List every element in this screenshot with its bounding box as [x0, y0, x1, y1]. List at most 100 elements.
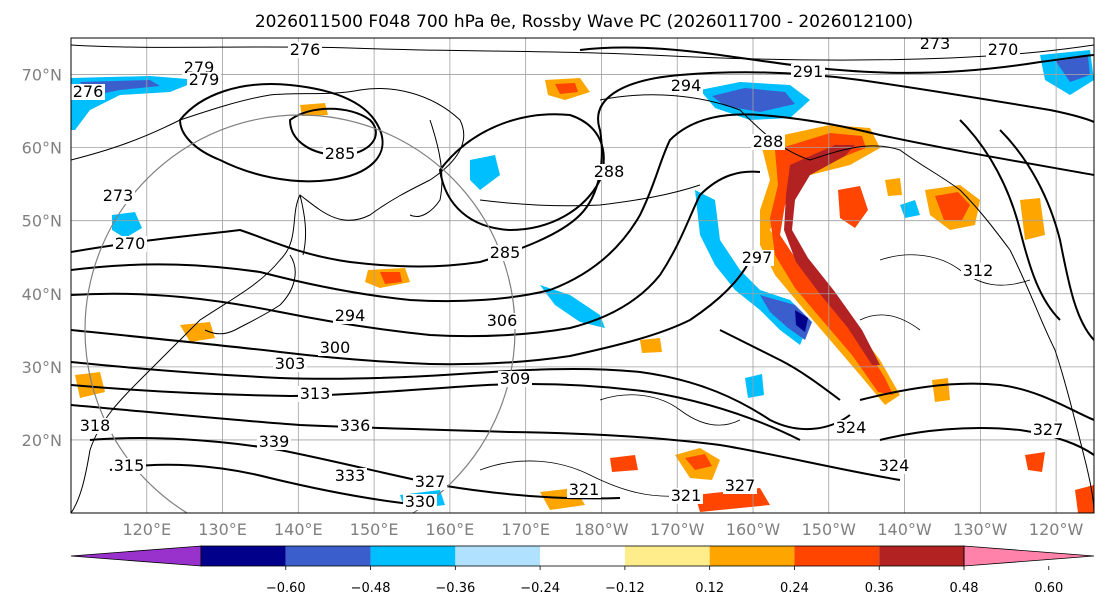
y-tick-label: 50°N [22, 212, 62, 231]
contour-label-bg [834, 420, 868, 436]
contour-label: 327 [415, 472, 446, 491]
contour-label: 336 [340, 416, 371, 435]
contour-label: 306 [487, 311, 518, 330]
colorbar-tick-label: −0.24 [520, 581, 560, 596]
contour-label-bg [333, 308, 367, 324]
shade-negative-8 [745, 374, 764, 398]
x-tick-label: 130°W [953, 520, 1008, 539]
shade-positive-8b [685, 454, 712, 470]
coast-sakhalin [299, 194, 307, 256]
contour-label: 327 [725, 476, 756, 495]
colorbar-bin [624, 546, 710, 566]
shade-negative-3b [1055, 56, 1090, 82]
colorbar-tick-label: 0.60 [1034, 581, 1063, 596]
contour-label-bg [318, 340, 352, 356]
contour-label: 300 [320, 338, 351, 357]
coast-aleutians [479, 184, 701, 207]
contour-line [719, 329, 841, 401]
shade-positive-2b [935, 192, 970, 220]
x-tick-label: 120°E [122, 520, 171, 539]
shade-positive-3 [838, 186, 868, 228]
contour-line [178, 83, 384, 183]
contour-label-bg [485, 313, 519, 329]
coast-arctic [71, 44, 1094, 61]
contour-label: 276 [73, 82, 104, 101]
x-tick-label: 120°W [1029, 520, 1084, 539]
contour-label-bg [567, 482, 601, 498]
coast-alaska [599, 94, 1011, 251]
colorbar-frame [200, 545, 965, 567]
contour-line [579, 46, 1094, 74]
contour-label-bg [918, 38, 952, 52]
contour-label: 324 [879, 456, 910, 475]
contour-label: 333 [335, 466, 366, 485]
contour-label: 321 [671, 486, 702, 505]
y-tick-label: 60°N [22, 139, 62, 158]
contour-label-bg [403, 494, 437, 510]
grid-lines [71, 38, 1094, 513]
contour-label-bg [791, 64, 825, 80]
contour-label-bg [488, 245, 522, 261]
colorbar-tick-label: −0.60 [266, 581, 306, 596]
contour-label-bg [413, 474, 447, 490]
map-area: 2762762792792732702702732852852882882912… [71, 34, 1094, 513]
chart-title: 2026011500 F048 700 hPa θe, Rossby Wave … [255, 12, 913, 32]
contour-line [71, 404, 901, 481]
contour-label-bg [288, 42, 322, 58]
contour-label: 339 [259, 432, 290, 451]
contour-label: 288 [594, 162, 625, 181]
contour-label-bg [986, 42, 1020, 58]
contour-label: 321 [569, 480, 600, 499]
contour-label-bg [273, 356, 307, 372]
contour-line [959, 119, 1061, 321]
anomaly-contours [479, 254, 1031, 497]
contour-label-bg [71, 84, 105, 100]
y-tick-label: 40°N [22, 285, 62, 304]
contour-label: 276 [290, 40, 321, 59]
colorbar-bin [540, 546, 625, 566]
contour-label-bg [877, 458, 911, 474]
contour-label: 327 [1033, 420, 1064, 439]
x-axis-ticks: 120°E 130°E 140°E 150°E 160°E 170°E 180°W 170°W… [122, 520, 1083, 539]
shade-positive-18 [640, 338, 662, 353]
contour-label-bg [669, 488, 703, 504]
thin-contour [479, 460, 691, 497]
colorbar-extend-high [963, 545, 1095, 567]
reference-circle [84, 114, 516, 513]
colorbar-bin [709, 546, 795, 566]
shade-positive-4b [555, 83, 578, 94]
colorbar-tick-label: −0.12 [605, 581, 645, 596]
shade-positive-5b [380, 272, 402, 284]
contour-label: 303 [275, 354, 306, 373]
contour-label-bg [592, 164, 626, 180]
contour-label: 285 [490, 243, 521, 262]
shade-negative-4c [795, 310, 808, 332]
colorbar-tick-label: 0.24 [780, 581, 809, 596]
shade-positive-13 [1025, 452, 1045, 472]
x-tick-label: 150°W [802, 520, 857, 539]
colorbar-tick-label: −0.48 [351, 581, 391, 596]
contour-label: 318 [80, 416, 111, 435]
contour-label: 313 [300, 384, 331, 403]
contour-label-bg [112, 458, 146, 474]
colorbar-bin [794, 546, 880, 566]
colorbar-tick-label: −0.36 [435, 581, 475, 596]
x-tick-label: 170°W [650, 520, 705, 539]
contour-label: 270 [988, 40, 1019, 59]
contour-label: 273 [920, 34, 951, 53]
shade-negative-7 [112, 212, 142, 238]
contour-line [71, 113, 1094, 303]
contour-line [879, 427, 1094, 456]
map-frame [70, 37, 1095, 514]
contour-label: 330 [405, 492, 436, 511]
contour-label-bg [101, 188, 135, 204]
contour-label: 270 [115, 234, 146, 253]
contour-label-bg [298, 386, 332, 402]
colorbar-ticks: −0.60 −0.48 −0.36 −0.24 −0.12 0.12 0.24 0.36 0.4… [266, 566, 1063, 596]
colorbar-tick-label: 0.48 [950, 581, 979, 596]
contour-line [859, 382, 1094, 421]
shade-positive-17 [1075, 485, 1094, 513]
shade-positive-16 [932, 378, 950, 402]
shade-positive-7 [180, 322, 215, 342]
contour-line [71, 170, 761, 338]
